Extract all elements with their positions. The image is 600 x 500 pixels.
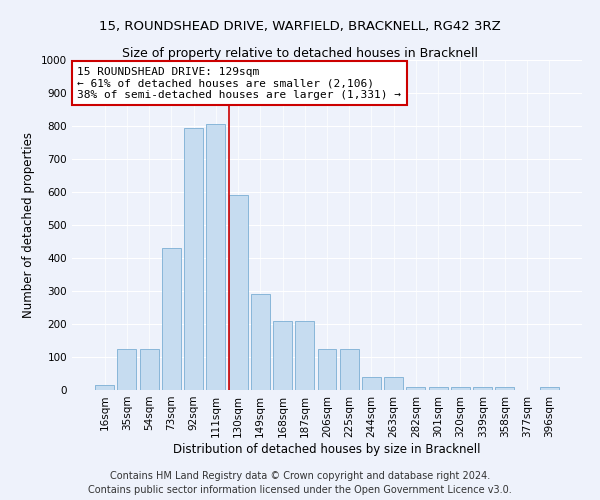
Bar — [496, 386, 514, 390]
Bar — [229, 196, 248, 390]
Text: Contains HM Land Registry data © Crown copyright and database right 2024.
Contai: Contains HM Land Registry data © Crown c… — [88, 471, 512, 495]
Bar — [406, 386, 425, 390]
Text: 15, ROUNDSHEAD DRIVE, WARFIELD, BRACKNELL, RG42 3RZ: 15, ROUNDSHEAD DRIVE, WARFIELD, BRACKNEL… — [99, 20, 501, 33]
Text: Size of property relative to detached houses in Bracknell: Size of property relative to detached ho… — [122, 48, 478, 60]
Y-axis label: Number of detached properties: Number of detached properties — [22, 132, 35, 318]
Bar — [273, 320, 292, 390]
Bar — [140, 349, 158, 390]
Bar — [95, 385, 114, 390]
Text: 15 ROUNDSHEAD DRIVE: 129sqm
← 61% of detached houses are smaller (2,106)
38% of : 15 ROUNDSHEAD DRIVE: 129sqm ← 61% of det… — [77, 66, 401, 100]
Bar — [317, 349, 337, 390]
Bar — [451, 386, 470, 390]
Bar — [162, 248, 181, 390]
Bar — [251, 294, 270, 390]
Bar — [206, 124, 225, 390]
X-axis label: Distribution of detached houses by size in Bracknell: Distribution of detached houses by size … — [173, 442, 481, 456]
Bar — [429, 386, 448, 390]
Bar — [362, 377, 381, 390]
Bar — [473, 386, 492, 390]
Bar — [384, 377, 403, 390]
Bar — [184, 128, 203, 390]
Bar — [118, 349, 136, 390]
Bar — [340, 349, 359, 390]
Bar — [295, 320, 314, 390]
Bar — [540, 386, 559, 390]
